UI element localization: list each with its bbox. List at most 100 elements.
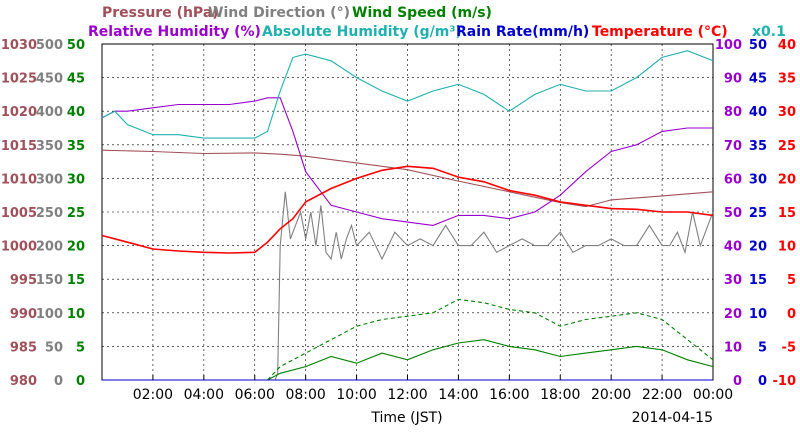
legend-rain: Rain Rate(mm/h): [456, 24, 589, 40]
x-tick-label: 02:00: [133, 387, 173, 403]
y-tick-wind-dir: 450: [36, 72, 63, 87]
y-tick-wind-speed: 10: [67, 307, 85, 322]
series-wind-speed-m-s: [267, 339, 714, 381]
y-tick-wind-speed: 50: [67, 38, 85, 53]
y-tick-rain: 35: [749, 139, 767, 154]
legend-temp: Temperature (°C): [592, 24, 728, 40]
y-tick-rel-hum: 0: [733, 374, 742, 389]
y-tick-wind-speed: 30: [67, 172, 85, 187]
y-tick-rel-hum: 10: [724, 340, 742, 355]
x-tick-label: 12:00: [387, 387, 427, 403]
x-tick-label: 08:00: [285, 387, 325, 403]
y-tick-wind-speed: 15: [67, 273, 85, 288]
y-tick-rain: 0: [758, 374, 767, 389]
x-tick-label: 00:00: [693, 387, 733, 403]
y-tick-rel-hum: 20: [724, 307, 742, 322]
chart-date: 2014-04-15: [632, 410, 713, 426]
y-tick-wind-dir: 100: [36, 307, 63, 322]
y-tick-wind-speed: 45: [67, 72, 85, 87]
legend-pressure: Pressure (hPa): [102, 5, 219, 21]
y-tick-temp: 40: [778, 38, 796, 53]
y-tick-wind-speed: 20: [67, 240, 85, 255]
y-tick-pressure: 995: [10, 273, 37, 288]
legend-wind-speed: Wind Speed (m/s): [352, 5, 492, 21]
y-axes: 9809859909951000100510101015102010251030…: [1, 38, 796, 389]
y-tick-temp: 10: [778, 240, 796, 255]
x-tick-label: 14:00: [438, 387, 478, 403]
y-tick-pressure: 1000: [1, 240, 37, 255]
y-tick-rel-hum: 100: [715, 38, 742, 53]
y-tick-wind-speed: 5: [76, 340, 85, 355]
legend-rel-hum: Relative Humidity (%): [88, 24, 261, 40]
y-tick-wind-speed: 0: [76, 374, 85, 389]
y-tick-pressure: 980: [10, 374, 37, 389]
y-tick-pressure: 990: [10, 307, 37, 322]
y-tick-temp: -10: [773, 374, 797, 389]
y-tick-wind-dir: 0: [54, 374, 63, 389]
y-tick-rain: 20: [749, 240, 767, 255]
legend-scale-note: x0.1: [752, 24, 786, 40]
y-tick-rain: 50: [749, 38, 767, 53]
y-tick-wind-dir: 150: [36, 273, 63, 288]
y-tick-wind-dir: 300: [36, 172, 63, 187]
x-tick-label: 10:00: [336, 387, 376, 403]
x-tick-label: 22:00: [642, 387, 682, 403]
y-tick-pressure: 1030: [1, 38, 37, 53]
x-tick-label: 16:00: [489, 387, 529, 403]
y-tick-wind-speed: 25: [67, 206, 85, 221]
y-tick-temp: 35: [778, 72, 796, 87]
x-tick-label: 06:00: [235, 387, 275, 403]
y-tick-pressure: 1005: [1, 206, 37, 221]
y-tick-rel-hum: 60: [724, 172, 742, 187]
x-tick-label: 18:00: [540, 387, 580, 403]
series-pressure-hpa: [101, 149, 714, 208]
y-tick-temp: 25: [778, 139, 796, 154]
y-tick-wind-dir: 500: [36, 38, 63, 53]
y-tick-pressure: 1020: [1, 105, 37, 120]
y-tick-rel-hum: 30: [724, 273, 742, 288]
y-tick-rel-hum: 90: [724, 72, 742, 87]
y-tick-wind-dir: 200: [36, 240, 63, 255]
y-tick-wind-speed: 35: [67, 139, 85, 154]
y-tick-temp: 5: [787, 273, 796, 288]
x-axis-ticks: 02:00 04:00 06:00 08:00 10:00 12:00 14:00 16:00…: [133, 375, 733, 403]
y-tick-pressure: 1010: [1, 172, 37, 187]
x-axis-label: Time (JST): [370, 410, 442, 426]
x-tick-label: 04:00: [184, 387, 224, 403]
legend-wind-dir: Wind Direction (°): [208, 5, 350, 21]
y-tick-pressure: 1015: [1, 139, 37, 154]
y-tick-rain: 45: [749, 72, 767, 87]
y-tick-temp: 0: [787, 307, 796, 322]
chart-headers: Pressure (hPa)Wind Direction (°) Wind Spe…: [88, 5, 786, 40]
y-tick-pressure: 985: [10, 340, 37, 355]
series-wind-direction: [274, 191, 714, 381]
y-tick-rain: 30: [749, 172, 767, 187]
y-tick-rel-hum: 80: [724, 105, 742, 120]
y-tick-rain: 5: [758, 340, 767, 355]
y-tick-wind-dir: 250: [36, 206, 63, 221]
y-tick-rel-hum: 50: [724, 206, 742, 221]
y-tick-wind-speed: 40: [67, 105, 85, 120]
y-tick-rel-hum: 40: [724, 240, 742, 255]
y-tick-wind-dir: 350: [36, 139, 63, 154]
y-tick-wind-dir: 400: [36, 105, 63, 120]
series-absolute-humidity-g-m: [101, 50, 714, 139]
y-tick-temp: 20: [778, 172, 796, 187]
series-relative-humidity: [101, 97, 713, 226]
series-wind-speed-m-s-gust: [267, 298, 714, 381]
y-tick-pressure: 1025: [1, 72, 37, 87]
legend-abs-hum: Absolute Humidity (g/m³): [262, 24, 462, 40]
x-tick-label: 20:00: [591, 387, 631, 403]
series-temperature-c: [101, 165, 714, 254]
y-tick-rain: 40: [749, 105, 767, 120]
y-tick-temp: 15: [778, 206, 796, 221]
y-tick-temp: 30: [778, 105, 796, 120]
y-tick-temp: -5: [782, 340, 796, 355]
y-tick-rain: 10: [749, 307, 767, 322]
y-tick-wind-dir: 50: [45, 340, 63, 355]
y-tick-rel-hum: 70: [724, 139, 742, 154]
y-tick-rain: 15: [749, 273, 767, 288]
y-tick-rain: 25: [749, 206, 767, 221]
